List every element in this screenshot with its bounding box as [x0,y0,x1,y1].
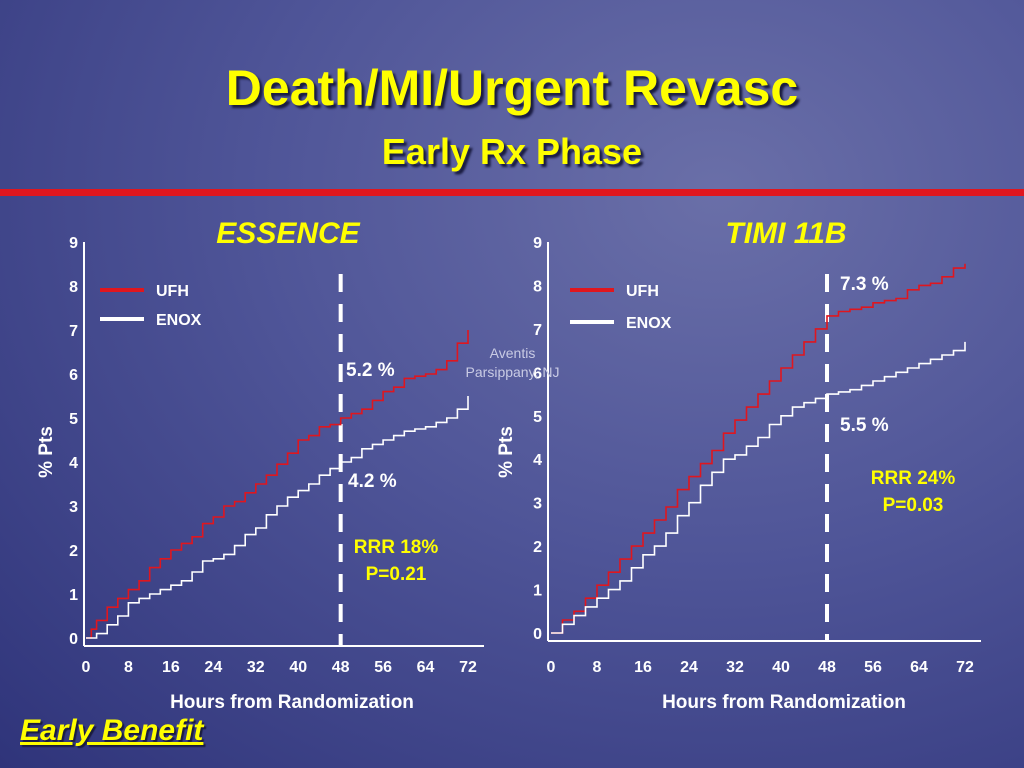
chart1-x-tick-label: 48 [332,659,350,676]
chart1-x-tick-label: 56 [374,659,392,676]
chart2-legend-label-enox: ENOX [626,315,672,332]
chart2-x-tick-label: 64 [910,659,928,676]
chart1-annotation-rrr: RRR 18% [354,537,439,558]
chart1-annotation-p-value: P=0.21 [366,564,427,585]
chart2-x-tick-label: 56 [864,659,882,676]
chart2-series-enox-line [551,341,966,634]
chart2-y-tick-label: 0 [533,626,542,643]
chart2-y-tick-label: 9 [533,235,542,252]
slide-subtitle: Early Rx Phase [381,131,643,172]
watermark-line-1: Aventis [489,345,536,361]
chart1-legend-label-ufh: UFH [156,283,189,300]
chart2-x-tick-label: 8 [593,659,602,676]
chart1-x-tick-label: 32 [247,659,265,676]
chart1-y-tick-label: 7 [69,323,78,340]
red-divider [0,189,1024,196]
chart2-y-tick-label: 1 [533,583,542,600]
footer-early-benefit: Early Benefit [20,714,204,747]
chart1-annotation-enox-pct: 4.2 % [348,471,397,492]
chart1-x-tick-label: 24 [204,659,222,676]
chart2-y-tick-label: 3 [533,496,542,513]
chart2-y-tick-label: 4 [533,452,542,469]
chart1-x-tick-label: 8 [124,659,133,676]
chart1-x-tick-label: 72 [459,659,477,676]
chart2-y-tick-label: 2 [533,539,542,556]
chart1-y-tick-label: 4 [69,455,78,472]
chart1-y-tick-label: 1 [69,587,78,604]
chart2-y-tick-label: 5 [533,409,542,426]
chart1-y-tick-label: 6 [69,367,78,384]
chart1-legend-label-enox: ENOX [156,312,202,329]
chart2-x-tick-label: 0 [547,659,556,676]
chart1-x-tick-label: 64 [417,659,435,676]
chart2-series-ufh-line [551,263,966,634]
chart2-x-tick-label: 48 [818,659,836,676]
chart1-y-axis-label: % Pts [36,426,57,478]
chart2-x-axis-label: Hours from Randomization [662,692,906,713]
chart1-x-tick-label: 40 [289,659,307,676]
chart1-x-tick-label: 16 [162,659,180,676]
chart1-y-tick-label: 8 [69,279,78,296]
chart2-annotation-rrr: RRR 24% [871,468,956,489]
chart2-y-tick-label: 6 [533,365,542,382]
chart2-x-tick-label: 72 [956,659,974,676]
chart1-title: ESSENCE [216,217,360,250]
chart1-y-tick-label: 3 [69,499,78,516]
chart2-x-tick-label: 24 [680,659,698,676]
chart2-y-tick-label: 7 [533,322,542,339]
watermark-line-2: Parsippany, NJ [465,364,560,380]
chart1-y-tick-label: 2 [69,543,78,560]
chart1-annotation-ufh-pct: 5.2 % [346,360,395,381]
chart2-title: TIMI 11B [725,217,846,250]
chart2-annotation-enox-pct: 5.5 % [840,415,889,436]
chart2-y-tick-label: 8 [533,278,542,295]
chart2-x-tick-label: 16 [634,659,652,676]
chart1-series-ufh-line [86,330,469,639]
chart2-y-axis-label: % Pts [496,426,517,478]
chart1-y-tick-label: 5 [69,411,78,428]
chart2-annotation-ufh-pct: 7.3 % [840,274,889,295]
chart1-x-tick-label: 0 [82,659,91,676]
chart1-series-enox-line [86,396,469,639]
chart1-y-tick-label: 9 [69,235,78,252]
chart1-y-tick-label: 0 [69,631,78,648]
slide-title: Death/MI/Urgent Revasc [225,60,799,116]
watermark: Aventis Parsippany, NJ [440,344,585,382]
chart1-x-axis-label: Hours from Randomization [170,692,414,713]
chart2-x-tick-label: 32 [726,659,744,676]
chart2-x-tick-label: 40 [772,659,790,676]
chart2-legend-label-ufh: UFH [626,283,659,300]
chart2-annotation-p-value: P=0.03 [883,495,944,516]
